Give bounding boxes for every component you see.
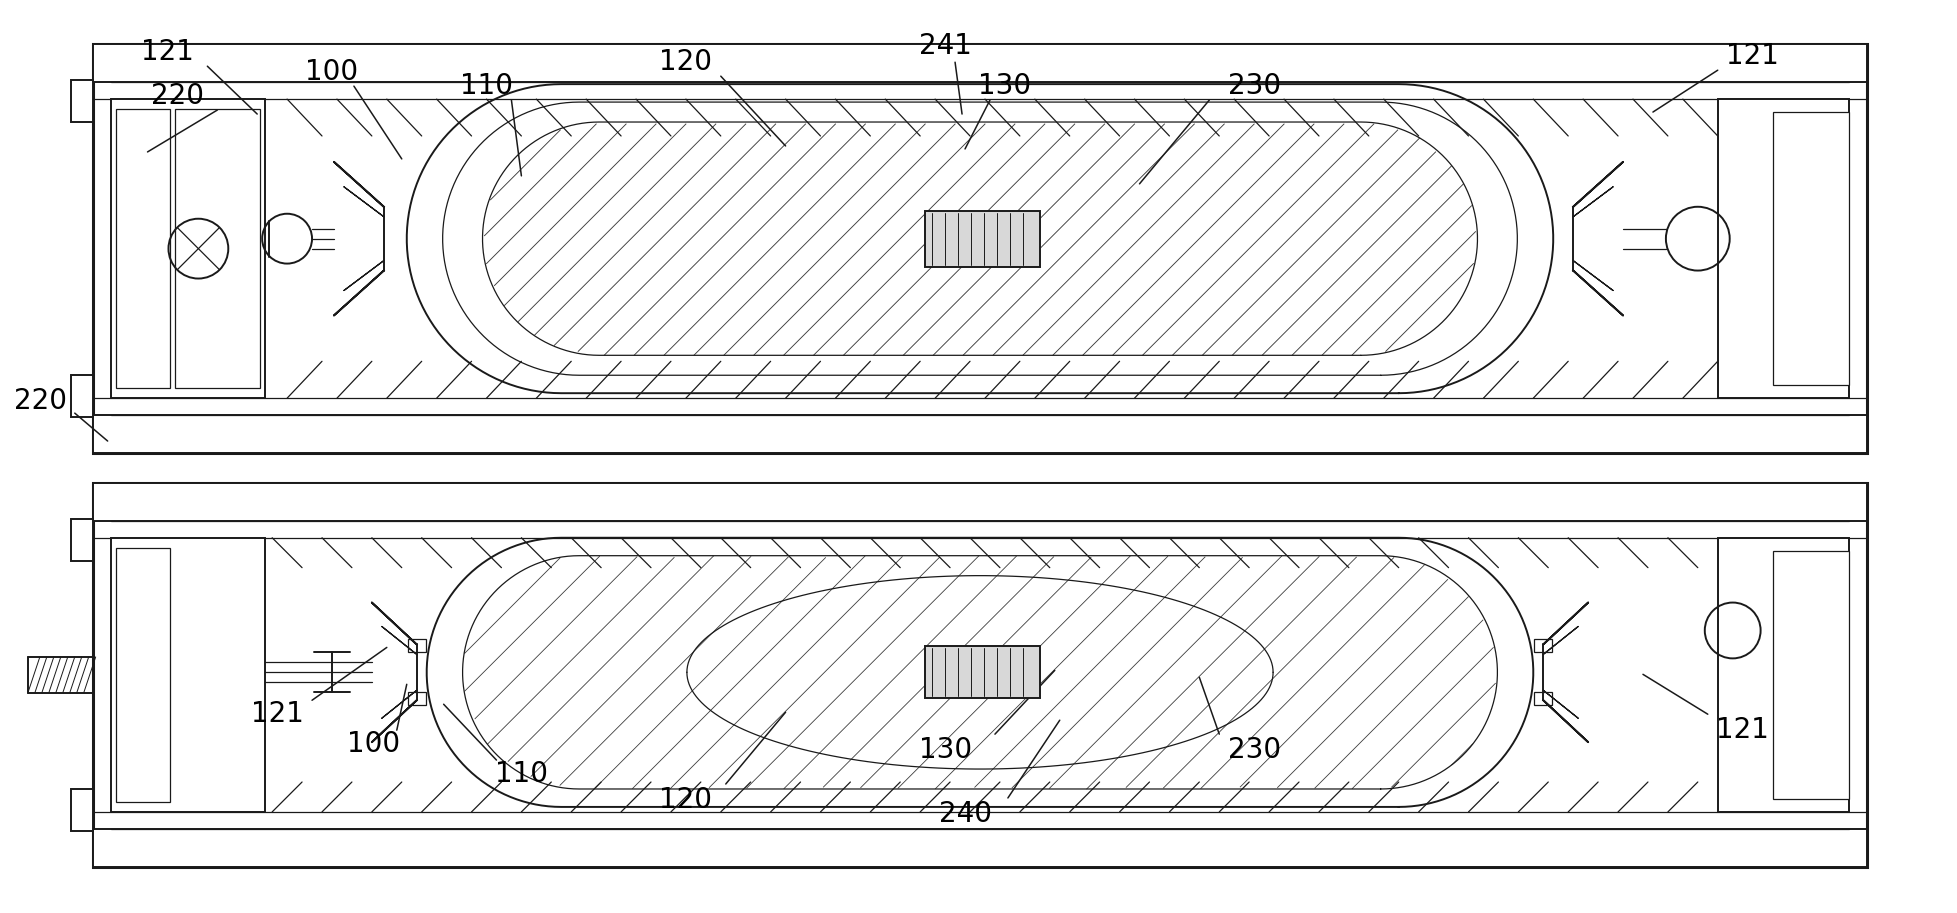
Text: 121: 121 (141, 38, 194, 67)
Bar (92, 44, 1867, 82)
Text: 121: 121 (1726, 42, 1779, 70)
Text: 121: 121 (1716, 716, 1769, 744)
Text: 241: 241 (918, 32, 971, 60)
Text: 121: 121 (250, 700, 303, 729)
Bar (70, 375, 92, 417)
Bar (92, 44, 1867, 453)
Bar (115, 109, 170, 388)
Bar (1718, 538, 1849, 812)
Bar (92, 415, 1867, 453)
Bar (92, 483, 1867, 866)
Bar (1534, 639, 1552, 653)
Bar (1534, 692, 1552, 705)
Text: 100: 100 (346, 730, 401, 758)
Text: 110: 110 (495, 760, 548, 788)
Text: 100: 100 (305, 58, 358, 86)
Bar (926, 211, 1039, 267)
Bar (926, 646, 1039, 698)
Bar (70, 519, 92, 561)
Text: 130: 130 (918, 736, 973, 764)
Text: 230: 230 (1227, 736, 1280, 764)
Text: 130: 130 (978, 72, 1031, 100)
Bar (112, 538, 266, 812)
Bar (92, 829, 1867, 866)
Bar (1718, 100, 1849, 398)
Bar (70, 789, 92, 831)
Bar (407, 692, 427, 705)
Bar (115, 548, 170, 802)
Text: 120: 120 (660, 48, 712, 76)
Bar (1773, 112, 1849, 385)
Bar (112, 100, 266, 398)
Text: 120: 120 (660, 786, 712, 814)
Text: 220: 220 (14, 387, 67, 415)
Text: 110: 110 (460, 72, 513, 100)
Text: 240: 240 (939, 800, 992, 828)
Text: 230: 230 (1227, 72, 1280, 100)
Bar (407, 639, 427, 653)
Bar (92, 483, 1867, 520)
Bar (176, 109, 260, 388)
Bar (70, 80, 92, 122)
Text: 220: 220 (151, 82, 204, 110)
Bar (1773, 551, 1849, 799)
